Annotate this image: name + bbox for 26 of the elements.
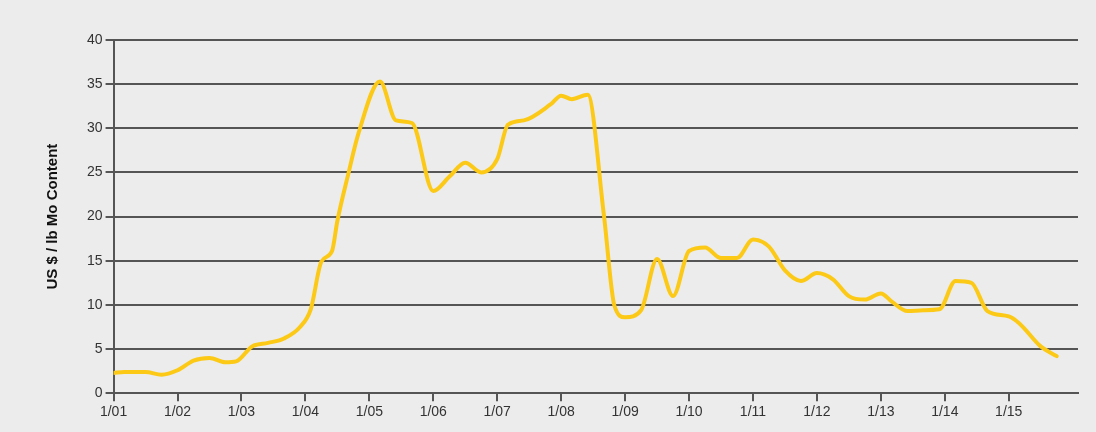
x-tick-label: 1/09 [611, 403, 639, 420]
x-tick-label: 1/03 [227, 403, 256, 420]
line-series [113, 79, 1059, 377]
x-tick-label: 1/14 [931, 403, 959, 420]
x-tick-label: 1/10 [675, 403, 703, 420]
x-tick-label: 1/13 [867, 403, 895, 420]
y-tick-label: 5 [94, 339, 103, 356]
y-tick-label: 25 [86, 163, 103, 180]
y-axis-title: US $ / lb Mo Content [43, 143, 61, 290]
x-tick-label: 1/05 [355, 403, 384, 420]
y-tick-label: 35 [86, 75, 103, 92]
x-tick-label: 1/01 [99, 403, 128, 420]
y-tick-label: 30 [86, 119, 103, 136]
x-tick-label: 1/02 [163, 403, 192, 420]
y-tick-label: 20 [86, 207, 103, 224]
x-tick-label: 1/08 [547, 403, 575, 420]
x-tick-label: 1/12 [803, 403, 831, 420]
y-tick-label: 40 [86, 30, 103, 47]
x-tick-label: 1/07 [483, 403, 512, 420]
y-tick-label: 15 [86, 251, 103, 268]
x-tick-label: 1/06 [419, 403, 448, 420]
x-tick-label: 1/15 [995, 403, 1023, 420]
y-tick-label: 0 [94, 384, 103, 401]
y-tick-label: 10 [86, 295, 103, 312]
x-tick-label: 1/04 [291, 403, 320, 420]
x-tick-label: 1/11 [739, 403, 767, 420]
